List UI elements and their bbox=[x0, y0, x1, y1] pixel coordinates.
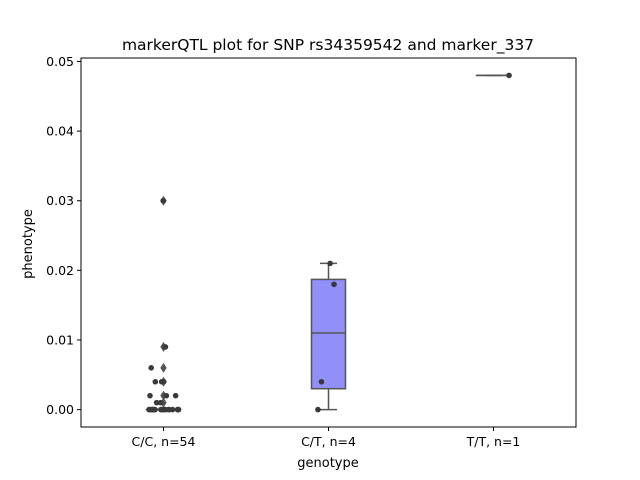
y-tick-label: 0.00 bbox=[46, 402, 74, 417]
data-point bbox=[160, 378, 167, 385]
data-point bbox=[318, 378, 325, 385]
data-point bbox=[163, 392, 170, 399]
data-point bbox=[158, 406, 164, 413]
x-tick-label: C/T, n=4 bbox=[301, 434, 356, 449]
data-point bbox=[160, 197, 166, 204]
x-tick-label: C/C, n=54 bbox=[132, 434, 196, 449]
data-point bbox=[175, 406, 181, 413]
data-point bbox=[315, 406, 321, 413]
chart-title: markerQTL plot for SNP rs34359542 and ma… bbox=[122, 36, 534, 55]
data-point bbox=[150, 406, 157, 413]
data-point bbox=[147, 392, 153, 399]
data-point bbox=[162, 344, 169, 350]
x-tick-label: T/T, n=1 bbox=[466, 434, 521, 449]
data-point bbox=[157, 399, 164, 406]
box bbox=[310, 278, 347, 390]
y-tick-label: 0.03 bbox=[46, 193, 74, 208]
x-axis-label: genotype bbox=[297, 456, 358, 471]
data-point bbox=[331, 281, 337, 288]
y-axis-label: phenotype bbox=[21, 209, 36, 279]
y-tick-label: 0.01 bbox=[46, 332, 74, 347]
data-point bbox=[506, 72, 512, 79]
outlier-marker bbox=[160, 362, 167, 373]
plot-area: 0.00 0.01 0.02 0.03 0.04 0.05 C/C, n=54 C/T, n=… bbox=[46, 54, 577, 449]
outlier-marker bbox=[160, 397, 167, 408]
data-point bbox=[152, 378, 159, 385]
data-point bbox=[327, 260, 333, 267]
y-tick-label: 0.04 bbox=[46, 124, 74, 139]
data-point bbox=[153, 399, 160, 406]
outlier-marker bbox=[160, 390, 167, 401]
data-point bbox=[148, 365, 154, 371]
y-tick-label: 0.05 bbox=[46, 54, 74, 69]
y-tick-label: 0.02 bbox=[46, 263, 74, 278]
data-point bbox=[172, 392, 179, 399]
